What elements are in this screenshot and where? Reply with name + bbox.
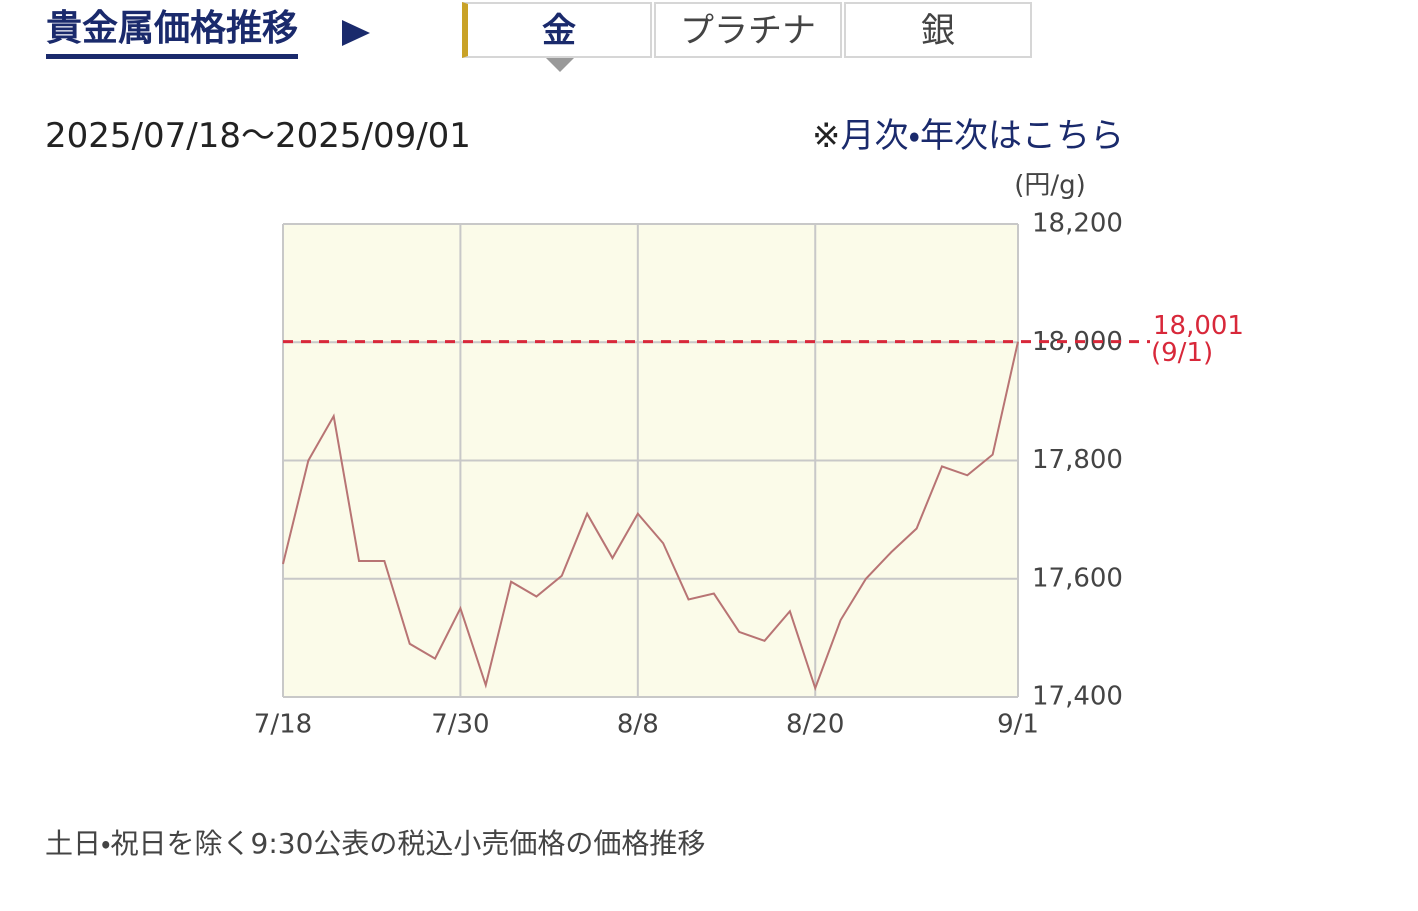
title-text: 貴金属価格推移 <box>46 8 299 49</box>
reference-date: (9/1) <box>1151 338 1213 368</box>
y-axis-label: (円/g) <box>1014 171 1086 201</box>
price-line <box>282 341 1019 692</box>
x-tick-label: 8/20 <box>786 710 844 740</box>
x-tick-label: 8/8 <box>617 710 659 740</box>
link[interactable]: ※月次・年次はこちら <box>812 108 1124 157</box>
y-tick-label: 18,200 <box>1032 209 1123 239</box>
x-tick-label: 9/1 <box>997 710 1039 740</box>
y-tick-label: 17,600 <box>1032 563 1123 593</box>
y-tick-label: 17,400 <box>1032 682 1123 712</box>
x-tick-label: 7/30 <box>431 710 489 740</box>
link-mark: ※ <box>812 116 841 156</box>
section-title[interactable]: 貴金属価格推移 <box>46 6 299 59</box>
reference-label: 18,001 <box>1153 311 1244 341</box>
x-tick-label: 7/18 <box>254 710 312 740</box>
y-tick-label: 17,800 <box>1032 445 1123 475</box>
tab-caret <box>546 58 574 72</box>
arrow-icon <box>342 20 370 46</box>
tab[interactable]: 銀 <box>844 2 1032 58</box>
tab[interactable]: プラチナ <box>654 2 842 58</box>
footnote: 土日・祝日を除く9:30公表の税込小売価格の価格推移 <box>45 827 706 860</box>
tab[interactable]: 金 <box>462 2 652 58</box>
date-range: 2025/07/18〜2025/09/01 <box>45 116 471 156</box>
link-text: 月次・年次はこちら <box>840 116 1125 156</box>
